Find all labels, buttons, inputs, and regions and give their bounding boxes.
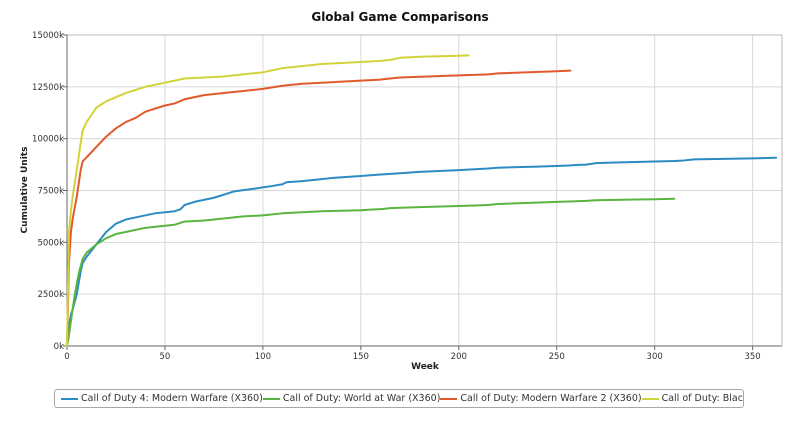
x-tick-label: 250 xyxy=(549,352,565,362)
y-axis-title: Cumulative Units xyxy=(20,147,30,234)
series-line-call-of-duty-black-ops-x360 xyxy=(66,54,470,347)
legend-swatch xyxy=(262,397,280,400)
series-layer xyxy=(66,54,778,347)
series-line-call-of-duty-modern-warfare-2-x360 xyxy=(66,69,572,347)
y-tick-label: 5000k xyxy=(37,238,64,248)
grid-layer xyxy=(67,34,782,346)
y-tick-label: 7500k xyxy=(37,187,64,197)
legend-label: Call of Duty: Modern Warfare 2 (X360) xyxy=(460,393,642,404)
y-tick-label: 10000k xyxy=(32,135,64,145)
legend-item: Call of Duty: World at War (X360) xyxy=(262,393,441,404)
x-tick-label: 150 xyxy=(353,352,369,362)
x-tick-label: 0 xyxy=(64,352,69,362)
legend-swatch xyxy=(641,397,659,400)
chart-title: Global Game Comparisons xyxy=(311,10,488,24)
y-tick-label: 12500k xyxy=(32,83,64,93)
x-tick-label: 300 xyxy=(647,352,663,362)
x-tick-label: 50 xyxy=(160,352,171,362)
y-tick-label: 15000k xyxy=(32,31,64,41)
legend-swatch xyxy=(440,397,458,400)
x-tick-label: 100 xyxy=(255,352,271,362)
x-axis-title: Week xyxy=(411,362,440,372)
legend-item: Call of Duty 4: Modern Warfare (X360) xyxy=(61,393,263,404)
axes-layer: 0 50 100 150 200 250 300 350 0k 2500k 5000k 7500k 10… xyxy=(32,31,783,362)
y-tick-label: 2500k xyxy=(37,290,64,300)
legend-label: Call of Duty 4: Modern Warfare (X360) xyxy=(81,393,263,404)
legend-swatch xyxy=(61,397,78,400)
x-tick-label: 350 xyxy=(744,352,760,362)
legend-label: Call of Duty: World at War (X360) xyxy=(282,393,441,404)
legend-item: Call of Duty: Black Ops (X360) xyxy=(641,393,743,404)
y-tick-label: 0k xyxy=(54,342,64,352)
chart-legend: Call of Duty 4: Modern Warfare (X360) Cal… xyxy=(54,389,744,408)
legend-label: Call of Duty: Black Ops (X360) xyxy=(661,393,743,404)
series-line-call-of-duty-world-at-war-x360 xyxy=(66,197,676,347)
x-tick-label: 200 xyxy=(451,352,467,362)
legend-item: Call of Duty: Modern Warfare 2 (X360) xyxy=(440,393,642,404)
